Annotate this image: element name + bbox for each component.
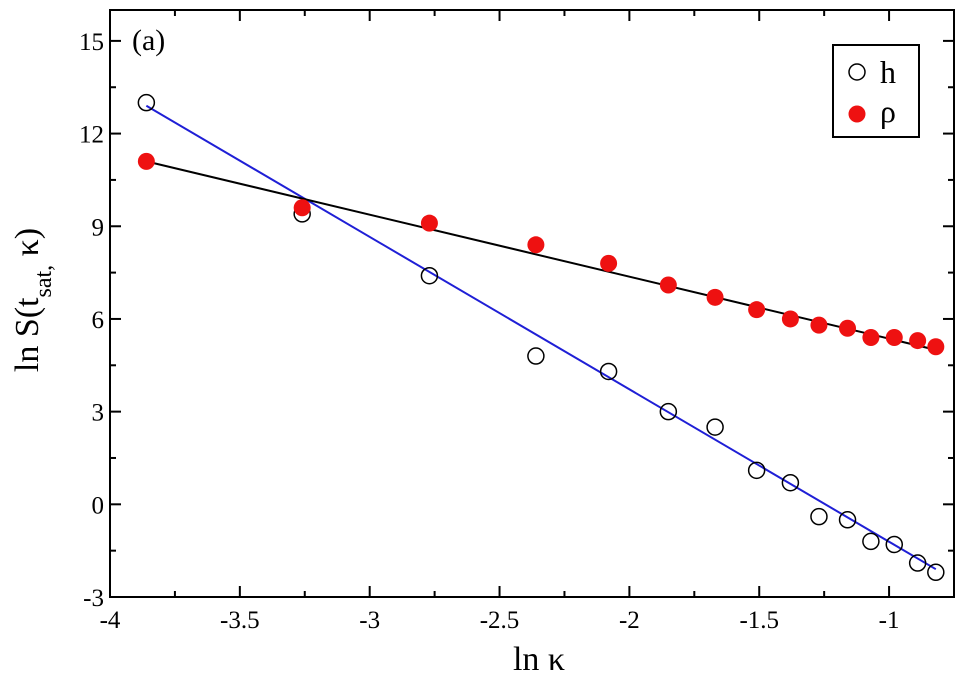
- x-tick-label: -1.5: [739, 607, 779, 634]
- point-rho: [420, 214, 438, 232]
- fit-line-h: [145, 104, 937, 571]
- point-rho: [862, 328, 880, 346]
- x-tick-label: -4: [100, 607, 121, 634]
- point-h: [885, 535, 904, 554]
- fit-line-rho: [146, 160, 937, 351]
- tick-labels: -4 -3.5 -3 -2.5 -2 -1.5 -1 -3 0 3 6 9 12 15: [79, 29, 899, 634]
- x-tick-label: -2.5: [480, 607, 520, 634]
- point-h: [527, 347, 545, 365]
- axis-ticks: [109, 10, 954, 598]
- point-rho: [706, 288, 724, 306]
- point-h: [908, 554, 927, 572]
- point-rho: [927, 338, 945, 356]
- panel-label: (a): [132, 24, 165, 57]
- y-tick-label: -3: [83, 585, 104, 612]
- y-tick-label: 9: [92, 214, 105, 241]
- x-tick-label: -1: [879, 607, 900, 634]
- y-axis-title-sub: sat,: [31, 265, 57, 298]
- legend-label-rho: ρ: [880, 93, 896, 129]
- point-rho: [659, 276, 677, 294]
- legend-label-h: h: [880, 54, 896, 90]
- legend-marker-h: [848, 63, 866, 81]
- point-h: [599, 362, 618, 381]
- y-axis-title: ln S(tsat, κ): [9, 228, 57, 372]
- y-tick-label: 6: [92, 307, 105, 334]
- legend-box: [832, 44, 920, 138]
- point-rho: [527, 236, 545, 254]
- y-tick-label: 0: [92, 492, 105, 519]
- x-axis-title: ln κ: [513, 641, 565, 675]
- point-rho: [909, 332, 927, 350]
- y-tick-label: 12: [79, 122, 104, 149]
- point-rho: [885, 328, 903, 346]
- x-tick-label: -3.5: [220, 607, 260, 634]
- legend: h ρ: [832, 44, 920, 138]
- plot-frame: [109, 9, 955, 598]
- point-h: [862, 532, 880, 551]
- point-rho: [748, 301, 766, 319]
- legend-marker-rho: [848, 105, 866, 123]
- x-tick-label: -3: [359, 607, 380, 634]
- y-axis-title-main: ln S(t: [9, 297, 46, 372]
- point-rho: [781, 310, 799, 328]
- point-h: [659, 402, 678, 421]
- y-axis-title-tail: κ): [9, 228, 46, 265]
- point-h: [838, 511, 857, 529]
- y-tick-label: 15: [79, 29, 104, 56]
- point-h: [927, 563, 945, 582]
- point-h: [420, 266, 439, 285]
- data-points: [137, 93, 945, 582]
- point-h: [137, 93, 156, 112]
- point-rho: [137, 152, 155, 170]
- point-h: [810, 507, 828, 526]
- x-tick-label: -2: [619, 607, 640, 634]
- point-h: [747, 461, 766, 480]
- point-h: [706, 418, 724, 436]
- point-h: [781, 473, 800, 492]
- point-rho: [839, 319, 857, 337]
- point-rho: [810, 316, 828, 334]
- point-rho: [293, 199, 311, 217]
- y-tick-label: 3: [92, 400, 105, 427]
- fit-lines: [145, 104, 937, 571]
- point-rho: [600, 254, 618, 272]
